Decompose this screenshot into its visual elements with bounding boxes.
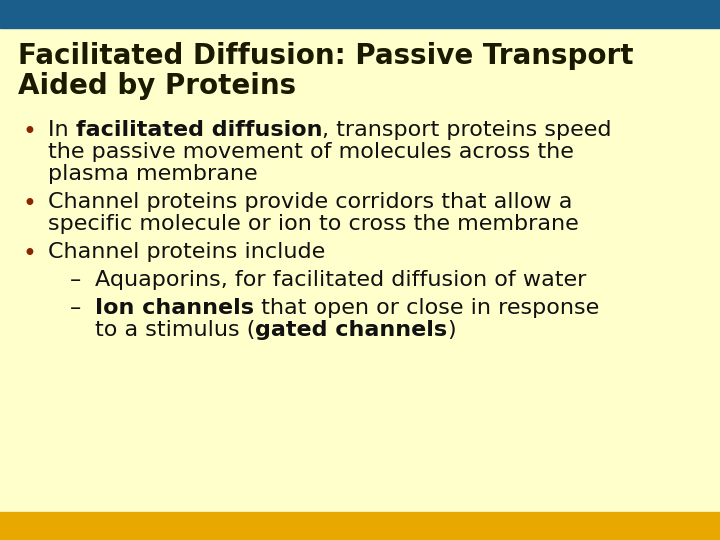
Text: In: In bbox=[48, 120, 76, 140]
Text: Aquaporins, for facilitated diffusion of water: Aquaporins, for facilitated diffusion of… bbox=[95, 270, 586, 290]
Text: © 2011 Pearson Education, Inc.: © 2011 Pearson Education, Inc. bbox=[14, 519, 213, 532]
Text: Aided by Proteins: Aided by Proteins bbox=[18, 72, 296, 100]
Bar bbox=[0, 512, 720, 540]
Text: •: • bbox=[22, 120, 36, 144]
Text: the passive movement of molecules across the: the passive movement of molecules across… bbox=[48, 142, 574, 162]
Text: •: • bbox=[22, 242, 36, 266]
Text: to a stimulus (: to a stimulus ( bbox=[95, 320, 256, 340]
Text: •: • bbox=[22, 192, 36, 216]
Text: Channel proteins include: Channel proteins include bbox=[48, 242, 325, 262]
Text: , transport proteins speed: , transport proteins speed bbox=[323, 120, 612, 140]
Text: gated channels: gated channels bbox=[256, 320, 448, 340]
Text: Facilitated Diffusion: Passive Transport: Facilitated Diffusion: Passive Transport bbox=[18, 42, 634, 70]
Bar bbox=[0, 0, 720, 28]
Text: Channel proteins provide corridors that allow a: Channel proteins provide corridors that … bbox=[48, 192, 572, 212]
Text: –: – bbox=[70, 270, 81, 290]
Text: specific molecule or ion to cross the membrane: specific molecule or ion to cross the me… bbox=[48, 214, 579, 234]
Text: facilitated diffusion: facilitated diffusion bbox=[76, 120, 323, 140]
Text: plasma membrane: plasma membrane bbox=[48, 164, 258, 184]
Text: ): ) bbox=[448, 320, 456, 340]
Text: that open or close in response: that open or close in response bbox=[254, 298, 599, 318]
Text: –: – bbox=[70, 298, 81, 318]
Text: Ion channels: Ion channels bbox=[95, 298, 254, 318]
